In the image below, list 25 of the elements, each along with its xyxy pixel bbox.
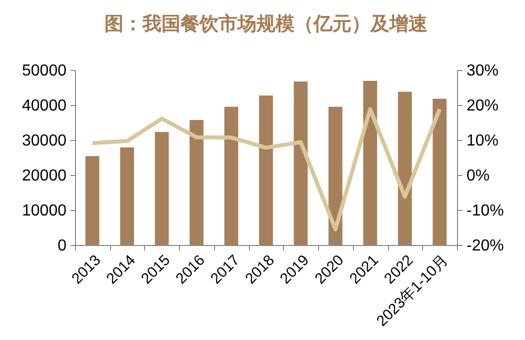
bar bbox=[224, 106, 238, 245]
y-tick-label: 30000 bbox=[22, 132, 67, 150]
bar bbox=[432, 98, 447, 245]
bar bbox=[363, 80, 378, 245]
y2-tick-label: -10% bbox=[466, 202, 504, 220]
y2-tick-label: 30% bbox=[466, 62, 499, 80]
y2-tick-label: 20% bbox=[466, 98, 499, 114]
y-tick-label: 0 bbox=[58, 238, 67, 254]
bar bbox=[190, 120, 204, 245]
y2-tick-label: 10% bbox=[466, 132, 499, 150]
y2-tick-label: -20% bbox=[466, 238, 504, 254]
bar bbox=[294, 82, 308, 245]
line-series bbox=[90, 107, 442, 232]
y2-tick-label: 0% bbox=[466, 168, 490, 184]
y-tick-label: 40000 bbox=[22, 98, 67, 114]
bar bbox=[398, 92, 412, 245]
y-tick-label: 50000 bbox=[22, 62, 67, 80]
bar bbox=[259, 96, 273, 245]
y-tick-label: 20000 bbox=[22, 168, 67, 184]
y-tick-label: 10000 bbox=[22, 202, 67, 220]
bar bbox=[154, 132, 169, 245]
bar bbox=[328, 106, 342, 245]
bar bbox=[120, 147, 134, 245]
chart-title: 图：我国餐饮市场规模（亿元）及增速 bbox=[104, 13, 428, 35]
bar bbox=[85, 156, 100, 245]
